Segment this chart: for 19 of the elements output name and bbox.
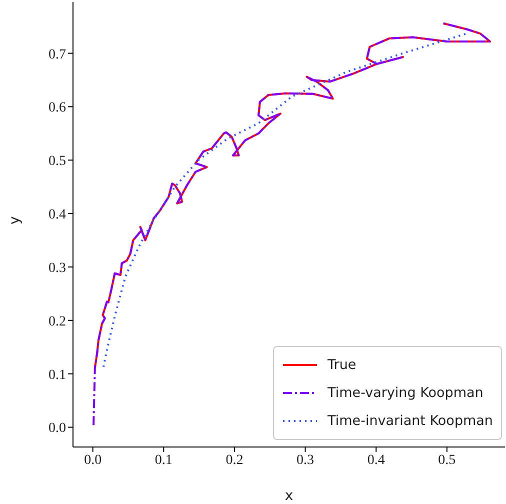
- legend-label: True: [328, 357, 356, 373]
- x-axis-title: x: [284, 488, 294, 504]
- legend-label: Time-invariant Koopman: [328, 413, 493, 429]
- y-tick-label: 0.0: [48, 421, 66, 436]
- x-tick-label: 0.0: [84, 452, 102, 468]
- y-tick-label: 0.1: [48, 368, 66, 383]
- x-tick-label: 0.1: [154, 452, 172, 468]
- y-axis-title: y: [6, 216, 23, 224]
- x-tick-label: 0.4: [367, 452, 385, 468]
- y-tick-label: 0.6: [48, 100, 66, 116]
- x-tick-label: 0.5: [438, 452, 456, 468]
- y-tick-label: 0.2: [48, 314, 66, 330]
- y-tick-label: 0.3: [48, 260, 66, 276]
- legend-label: Time-varying Koopman: [328, 385, 484, 401]
- x-tick-label: 0.3: [296, 452, 314, 468]
- y-tick-label: 0.4: [48, 208, 66, 223]
- y-tick-label: 0.5: [48, 154, 66, 170]
- x-tick-label: 0.2: [226, 452, 244, 468]
- y-tick-label: 0.7: [48, 47, 66, 62]
